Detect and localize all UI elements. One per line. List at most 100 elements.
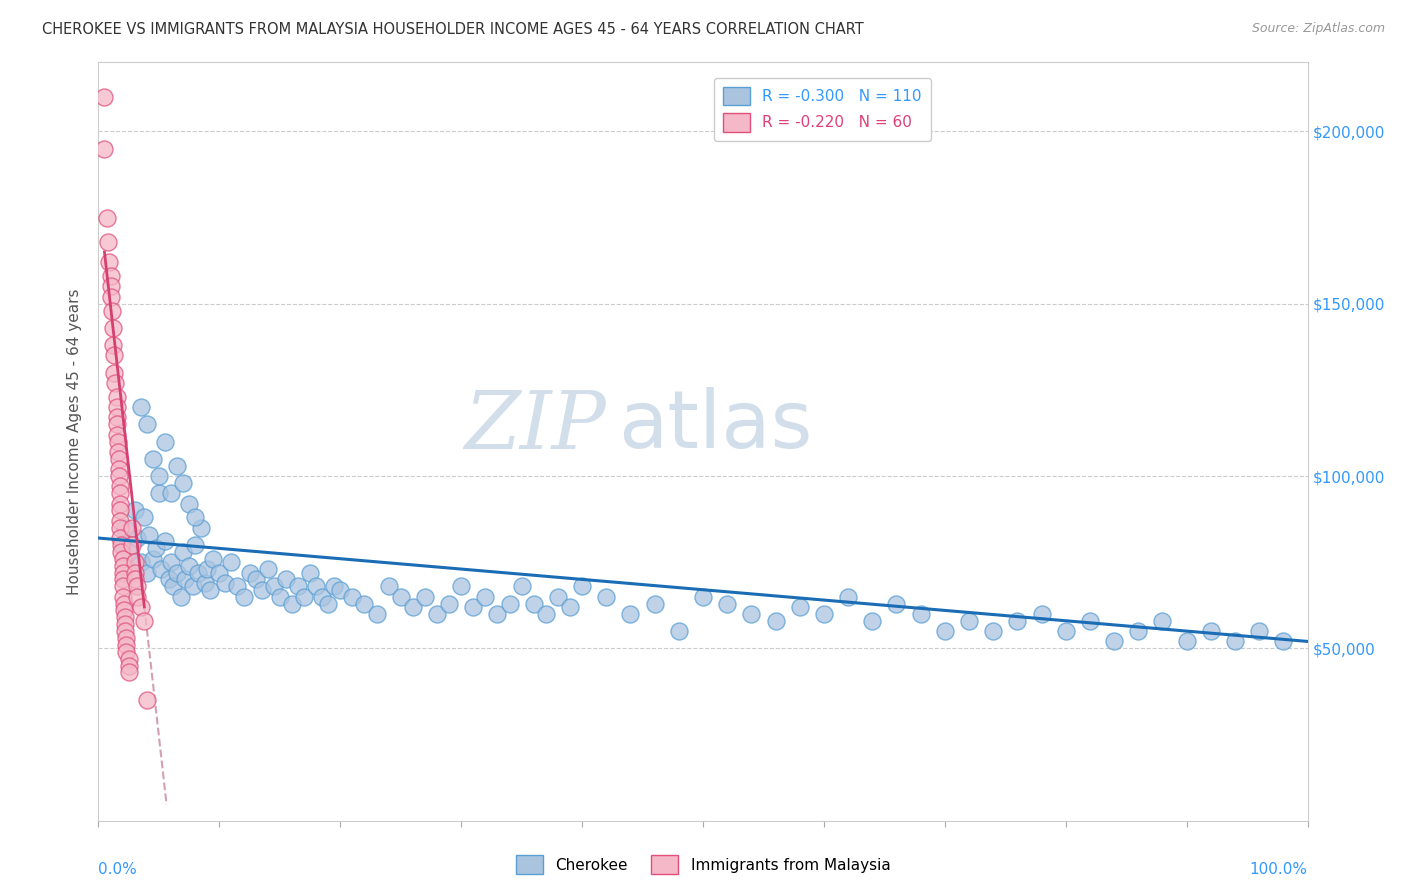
Point xyxy=(111,551,134,566)
Point xyxy=(105,427,128,442)
Point xyxy=(135,417,157,432)
Point xyxy=(107,434,129,449)
Point xyxy=(172,475,194,490)
Y-axis label: Householder Income Ages 45 - 64 years: Householder Income Ages 45 - 64 years xyxy=(67,288,83,595)
Point xyxy=(413,590,436,604)
Point xyxy=(245,573,267,587)
Point xyxy=(100,279,122,293)
Point xyxy=(97,235,120,249)
Point xyxy=(179,558,201,573)
Point xyxy=(111,579,134,593)
Point xyxy=(108,514,131,528)
Point xyxy=(450,579,472,593)
Point xyxy=(104,376,127,390)
Point xyxy=(105,410,128,425)
Point xyxy=(101,320,124,334)
Point xyxy=(194,575,217,590)
Point xyxy=(111,558,134,573)
Point xyxy=(105,390,128,404)
Point xyxy=(129,599,152,614)
Point xyxy=(353,597,375,611)
Point xyxy=(263,579,285,593)
Point xyxy=(138,527,160,541)
Point xyxy=(114,617,136,632)
Point xyxy=(114,521,136,535)
Point xyxy=(118,651,141,665)
Point xyxy=(250,582,273,597)
Point xyxy=(160,486,183,500)
Point xyxy=(305,579,328,593)
Legend: Cherokee, Immigrants from Malaysia: Cherokee, Immigrants from Malaysia xyxy=(509,849,897,880)
Point xyxy=(118,665,141,680)
Point xyxy=(292,590,315,604)
Point xyxy=(184,510,207,524)
Point xyxy=(121,538,143,552)
Point xyxy=(142,551,165,566)
Point xyxy=(426,607,449,621)
Point xyxy=(981,624,1004,639)
Point xyxy=(221,555,243,569)
Point xyxy=(96,211,118,225)
Point xyxy=(166,458,188,473)
Point xyxy=(129,555,152,569)
Point xyxy=(1007,614,1029,628)
Point xyxy=(256,562,278,576)
Point xyxy=(127,579,149,593)
Point xyxy=(115,638,138,652)
Point xyxy=(547,590,569,604)
Point xyxy=(232,590,254,604)
Text: ZIP: ZIP xyxy=(464,388,606,465)
Point xyxy=(108,479,131,493)
Point xyxy=(716,597,738,611)
Point xyxy=(135,566,157,580)
Point xyxy=(619,607,641,621)
Point xyxy=(162,579,184,593)
Point xyxy=(934,624,956,639)
Point xyxy=(110,545,132,559)
Text: 0.0%: 0.0% xyxy=(98,863,138,878)
Point xyxy=(1223,634,1246,648)
Point xyxy=(142,451,165,466)
Point xyxy=(160,555,183,569)
Point xyxy=(100,269,122,284)
Point xyxy=(129,400,152,414)
Point xyxy=(463,599,485,614)
Point xyxy=(108,469,131,483)
Point xyxy=(111,573,134,587)
Point xyxy=(108,521,131,535)
Point xyxy=(287,579,309,593)
Text: Source: ZipAtlas.com: Source: ZipAtlas.com xyxy=(1251,22,1385,36)
Point xyxy=(558,599,581,614)
Point xyxy=(813,607,835,621)
Point xyxy=(93,90,115,104)
Point xyxy=(110,538,132,552)
Point xyxy=(323,579,346,593)
Point xyxy=(108,503,131,517)
Point xyxy=(1199,624,1222,639)
Point xyxy=(105,400,128,414)
Point xyxy=(112,597,135,611)
Point xyxy=(1031,607,1053,621)
Point xyxy=(195,562,218,576)
Point xyxy=(169,590,191,604)
Point xyxy=(184,538,207,552)
Point xyxy=(101,338,124,352)
Point xyxy=(174,573,197,587)
Point xyxy=(118,545,141,559)
Point xyxy=(108,486,131,500)
Point xyxy=(114,610,136,624)
Point xyxy=(114,624,136,639)
Point xyxy=(121,521,143,535)
Point xyxy=(153,434,176,449)
Point xyxy=(571,579,593,593)
Point xyxy=(644,597,666,611)
Point xyxy=(115,631,138,645)
Point xyxy=(281,597,304,611)
Point xyxy=(166,566,188,580)
Point xyxy=(157,573,180,587)
Point xyxy=(115,645,138,659)
Point xyxy=(103,366,125,380)
Point xyxy=(1054,624,1077,639)
Point xyxy=(510,579,533,593)
Point xyxy=(108,531,131,545)
